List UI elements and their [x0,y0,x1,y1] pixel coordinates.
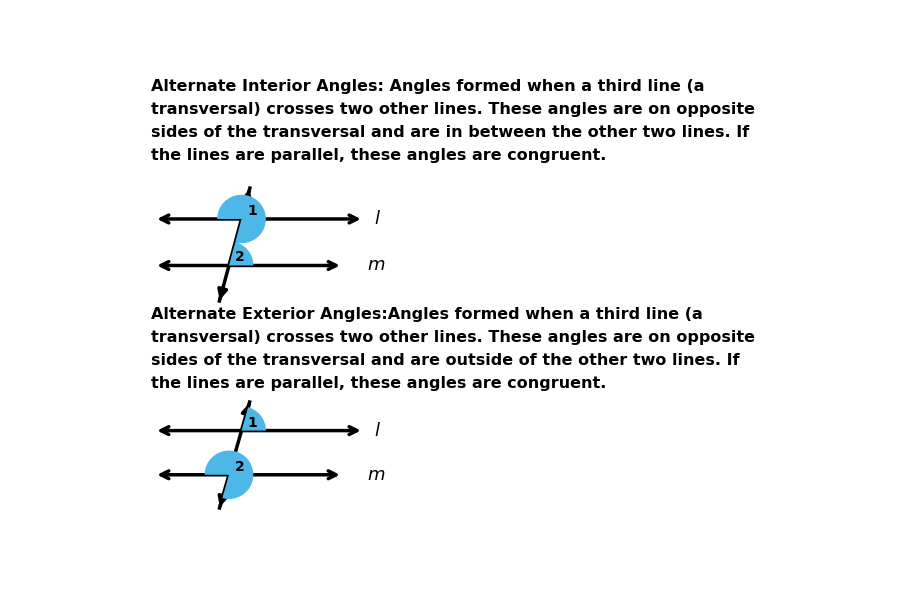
Polygon shape [217,194,266,243]
Text: Alternate Interior Angles: Angles formed when a third line (a
transversal) cross: Alternate Interior Angles: Angles formed… [151,80,755,163]
Text: l: l [374,422,379,440]
Polygon shape [204,451,254,499]
Text: Alternate Exterior Angles:Angles formed when a third line (a
transversal) crosse: Alternate Exterior Angles:Angles formed … [151,307,755,391]
Text: 1: 1 [248,416,257,429]
Polygon shape [241,407,266,431]
Text: l: l [374,210,379,228]
Polygon shape [229,242,254,266]
Text: m: m [367,466,384,484]
Text: 2: 2 [235,460,245,474]
Text: 1: 1 [248,204,257,218]
Text: m: m [367,257,384,274]
Text: 2: 2 [235,251,245,265]
